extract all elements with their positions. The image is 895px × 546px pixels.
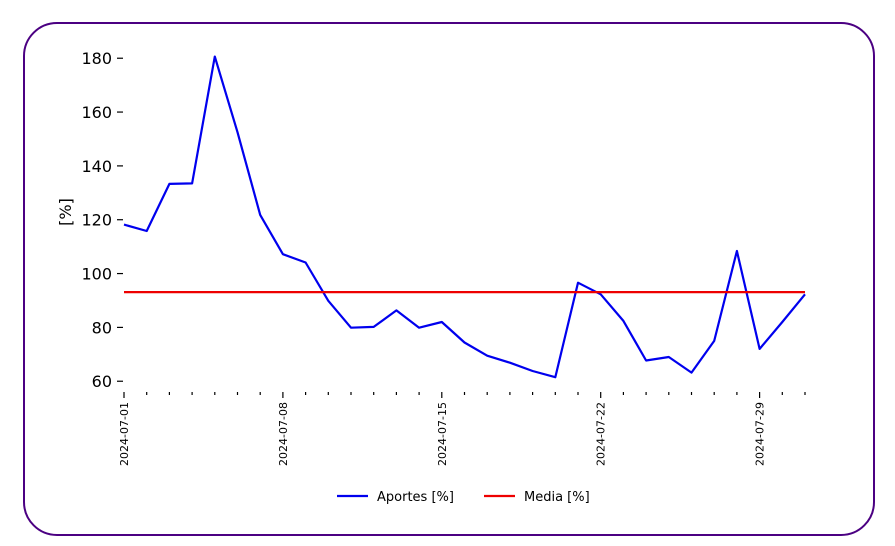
y-tick-label: 60: [92, 372, 112, 391]
y-axis: 60 80 100 120 140 160 180: [81, 49, 123, 391]
x-tick-label: 2024-07-22: [595, 402, 608, 466]
series-line-aportes: [123, 55, 806, 379]
x-tick-label: 2024-07-08: [277, 402, 290, 466]
y-tick-label: 100: [81, 265, 112, 284]
x-tick-label: 2024-07-29: [754, 402, 767, 466]
series-layer: [123, 55, 806, 379]
y-tick-label: 180: [81, 49, 112, 68]
y-axis-label: [%]: [56, 198, 75, 226]
y-tick-label: 80: [92, 318, 112, 337]
legend: Aportes [%] Media [%]: [337, 490, 590, 505]
y-tick-label: 120: [81, 211, 112, 230]
y-tick-label: 140: [81, 157, 112, 176]
x-axis: 2024-07-01 2024-07-08 2024-07-15 2024-07-22…: [118, 392, 806, 466]
legend-label: Aportes [%]: [377, 490, 454, 505]
y-tick-label: 160: [81, 103, 112, 122]
x-tick-label: 2024-07-15: [436, 402, 449, 466]
x-tick-label: 2024-07-01: [118, 402, 131, 466]
legend-label: Media [%]: [524, 490, 590, 505]
chart-frame: [23, 22, 875, 536]
